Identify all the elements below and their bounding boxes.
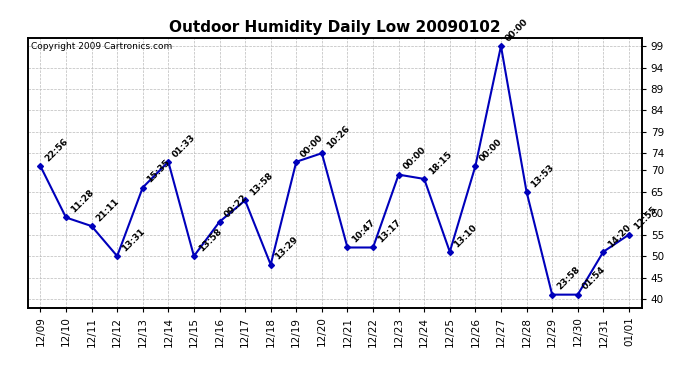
Text: 13:58: 13:58 xyxy=(248,171,275,198)
Text: 13:31: 13:31 xyxy=(120,227,146,253)
Title: Outdoor Humidity Daily Low 20090102: Outdoor Humidity Daily Low 20090102 xyxy=(169,20,500,35)
Text: Copyright 2009 Cartronics.com: Copyright 2009 Cartronics.com xyxy=(30,42,172,51)
Text: 13:29: 13:29 xyxy=(273,235,300,262)
Text: 00:00: 00:00 xyxy=(299,133,325,159)
Text: 12:55: 12:55 xyxy=(631,205,658,232)
Text: 11:28: 11:28 xyxy=(69,188,95,215)
Text: 21:11: 21:11 xyxy=(95,197,121,223)
Text: 09:22: 09:22 xyxy=(222,192,249,219)
Text: 10:47: 10:47 xyxy=(351,218,377,245)
Text: 00:00: 00:00 xyxy=(478,137,504,163)
Text: 13:17: 13:17 xyxy=(376,218,402,245)
Text: 14:20: 14:20 xyxy=(606,222,633,249)
Text: 15:35: 15:35 xyxy=(146,158,172,185)
Text: 13:58: 13:58 xyxy=(197,227,224,253)
Text: 10:26: 10:26 xyxy=(324,124,351,150)
Text: 00:00: 00:00 xyxy=(504,17,530,43)
Text: 23:58: 23:58 xyxy=(555,265,582,292)
Text: 01:54: 01:54 xyxy=(580,265,607,292)
Text: 13:53: 13:53 xyxy=(529,162,556,189)
Text: 18:15: 18:15 xyxy=(427,150,453,176)
Text: 22:56: 22:56 xyxy=(43,137,70,163)
Text: 01:33: 01:33 xyxy=(171,132,197,159)
Text: 00:00: 00:00 xyxy=(402,146,428,172)
Text: 13:10: 13:10 xyxy=(453,222,479,249)
